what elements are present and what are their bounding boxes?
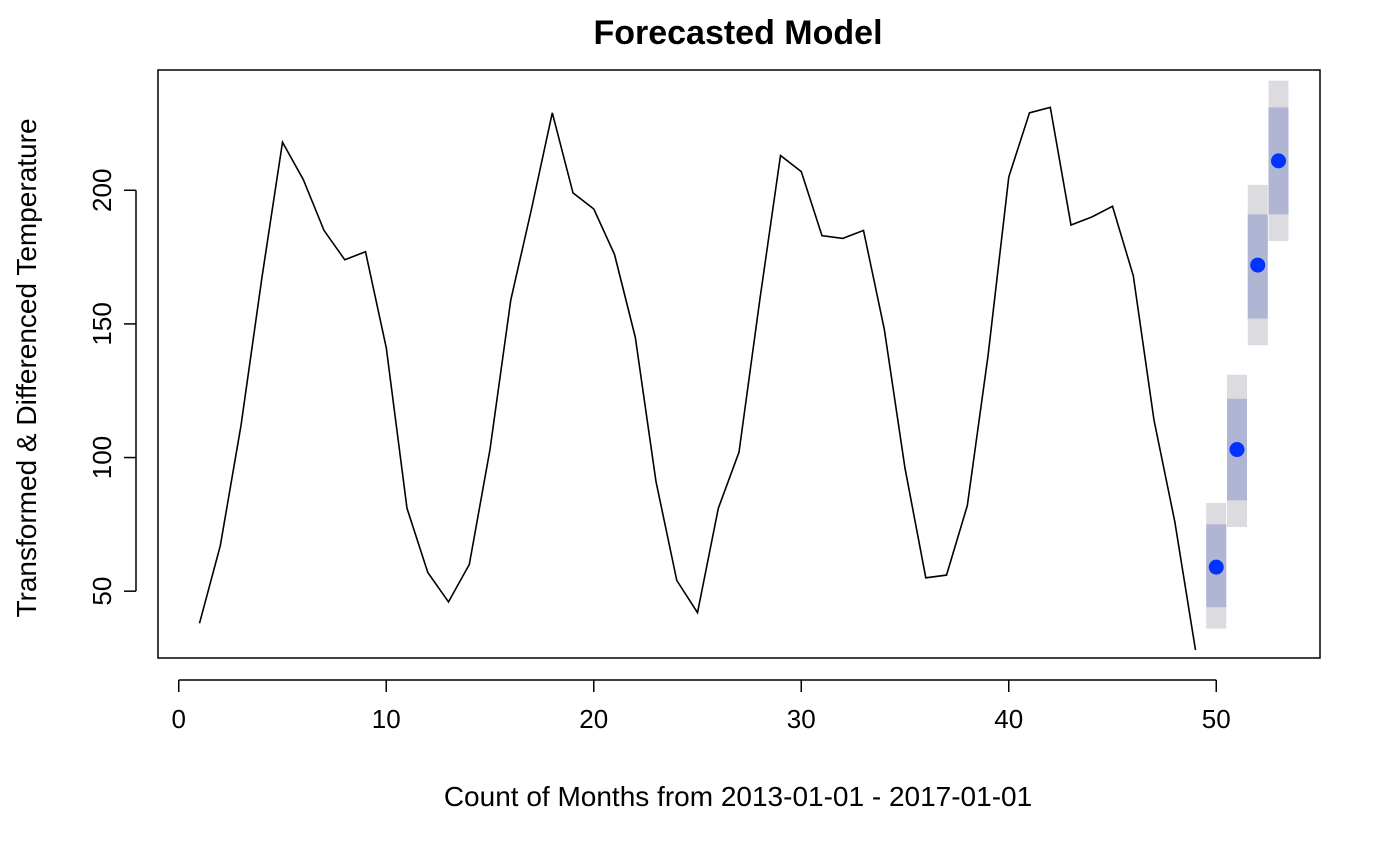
x-tick-label: 0 [172, 704, 186, 734]
forecast-points [1208, 153, 1286, 575]
y-tick-label: 200 [87, 169, 117, 212]
forecast-intervals [1206, 80, 1289, 629]
x-tick-label: 10 [372, 704, 401, 734]
x-tick-label: 30 [787, 704, 816, 734]
x-tick-label: 40 [994, 704, 1023, 734]
y-tick-label: 50 [87, 577, 117, 606]
x-tick-label: 20 [579, 704, 608, 734]
x-tick-label: 50 [1202, 704, 1231, 734]
y-tick-label: 100 [87, 436, 117, 479]
y-tick-label: 150 [87, 302, 117, 345]
forecast-point [1271, 153, 1286, 169]
forecast-point [1229, 442, 1245, 458]
y-axis-title: Transformed & Differenced Temperature [11, 118, 42, 617]
forecast-point [1250, 257, 1266, 273]
chart-title: Forecasted Model [593, 14, 882, 52]
plot-frame [157, 69, 1321, 659]
x-axis-title: Count of Months from 2013-01-01 - 2017-0… [444, 781, 1032, 812]
forecast-point [1208, 559, 1224, 575]
series-layer [198, 106, 1197, 651]
y-axis: 50 100 150 200 [87, 169, 137, 606]
x-axis: 0 10 20 30 40 50 [172, 679, 1231, 734]
series-line [198, 106, 1197, 651]
